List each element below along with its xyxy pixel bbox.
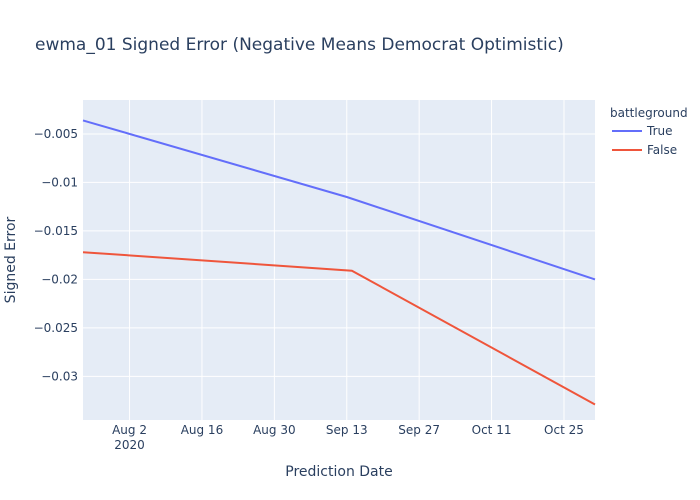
x-axis-title: Prediction Date <box>285 464 392 480</box>
legend-item-false[interactable]: False <box>612 143 677 157</box>
plot-area <box>83 100 595 420</box>
x-tick-year-label: 2020 <box>114 438 145 452</box>
y-axis-title: Signed Error <box>3 216 19 303</box>
legend-label: True <box>646 124 673 138</box>
x-tick-label: Oct 25 <box>544 423 584 437</box>
grid-lines <box>83 100 595 420</box>
x-tick-label: Aug 2 <box>112 423 147 437</box>
legend-label: False <box>647 143 677 157</box>
series-line-true <box>82 119 596 281</box>
x-tick-label: Sep 13 <box>326 423 368 437</box>
series-line-false <box>82 251 596 406</box>
x-tick-label: Aug 30 <box>253 423 296 437</box>
x-tick-label: Aug 16 <box>181 423 224 437</box>
y-tick-label: −0.005 <box>34 127 78 141</box>
y-tick-label: −0.025 <box>34 321 78 335</box>
legend-item-true[interactable]: True <box>612 124 673 138</box>
legend[interactable]: battleground True False <box>610 106 688 157</box>
x-tick-label: Oct 11 <box>472 423 512 437</box>
legend-title: battleground <box>610 106 688 120</box>
y-tick-labels: −0.005 −0.01 −0.015 −0.02 −0.025 −0.03 <box>34 127 78 383</box>
legend-items[interactable]: True False <box>612 124 677 157</box>
chart-title: ewma_01 Signed Error (Negative Means Dem… <box>35 35 564 55</box>
series-lines <box>82 119 596 406</box>
y-tick-label: −0.015 <box>34 224 78 238</box>
x-tick-label: Sep 27 <box>398 423 440 437</box>
y-tick-label: −0.01 <box>41 175 78 189</box>
y-tick-label: −0.03 <box>41 369 78 383</box>
y-tick-label: −0.02 <box>41 272 78 286</box>
